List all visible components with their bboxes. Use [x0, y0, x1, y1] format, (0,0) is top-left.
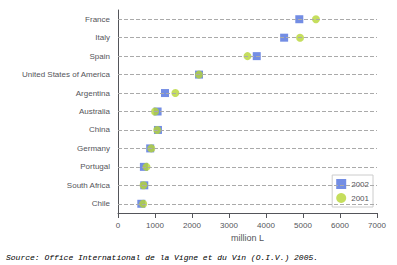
svg-text:Germany: Germany	[77, 144, 110, 153]
svg-text:0: 0	[116, 221, 121, 230]
svg-text:Italy: Italy	[95, 33, 110, 42]
svg-text:7000: 7000	[368, 221, 386, 230]
svg-text:2002: 2002	[351, 180, 369, 189]
svg-text:5000: 5000	[294, 221, 312, 230]
svg-text:1000: 1000	[146, 221, 164, 230]
svg-text:Source: Office International d: Source: Office International de la Vigne…	[6, 253, 318, 262]
svg-text:Australia: Australia	[79, 107, 111, 116]
svg-text:Chile: Chile	[92, 199, 111, 208]
svg-text:Spain: Spain	[90, 52, 110, 61]
svg-text:4000: 4000	[257, 221, 275, 230]
svg-text:3000: 3000	[220, 221, 238, 230]
svg-text:Argentina: Argentina	[76, 89, 111, 98]
svg-text:China: China	[89, 125, 110, 134]
svg-text:2000: 2000	[183, 221, 201, 230]
svg-text:Portugal: Portugal	[80, 162, 110, 171]
svg-text:United States of America: United States of America	[22, 70, 111, 79]
svg-text:6000: 6000	[331, 221, 349, 230]
svg-text:France: France	[85, 15, 110, 24]
svg-text:2001: 2001	[351, 194, 369, 203]
svg-text:million L: million L	[231, 233, 264, 243]
svg-text:South Africa: South Africa	[67, 181, 111, 190]
